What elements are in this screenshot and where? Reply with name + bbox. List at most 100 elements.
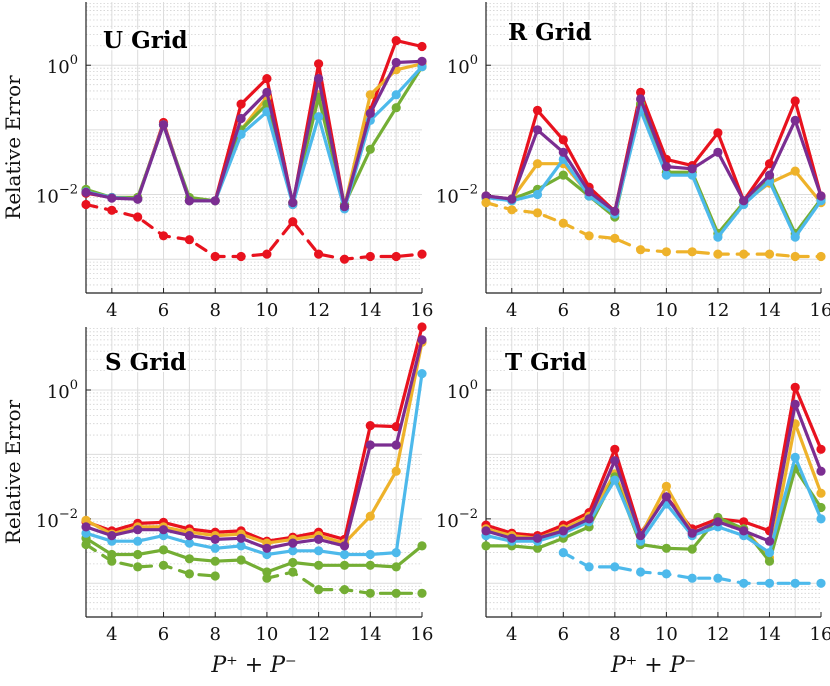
- data-point: [184, 554, 194, 564]
- x-tick-label: 16: [810, 624, 830, 645]
- x-tick-label: 6: [558, 300, 569, 321]
- data-point: [661, 492, 672, 502]
- data-point: [210, 571, 220, 581]
- data-point: [636, 567, 646, 577]
- y-tick-label: 100: [447, 53, 478, 78]
- data-point: [158, 545, 169, 555]
- data-point: [790, 96, 800, 106]
- data-point: [184, 235, 194, 245]
- data-point: [133, 525, 143, 535]
- data-point: [816, 444, 826, 454]
- data-point: [417, 249, 427, 259]
- data-point: [81, 528, 91, 538]
- x-tick-label: 16: [411, 624, 434, 645]
- series-line: [484, 97, 823, 213]
- data-point: [391, 422, 401, 432]
- x-axis-label: P⁺ + P⁻: [610, 653, 696, 678]
- series-purple: [81, 335, 427, 553]
- data-point: [107, 193, 117, 203]
- data-point: [339, 541, 350, 551]
- data-point: [81, 187, 91, 197]
- data-point: [713, 573, 723, 583]
- data-point: [391, 562, 401, 572]
- y-tick-label: 100: [47, 378, 78, 403]
- data-point: [481, 541, 491, 551]
- x-tick-label: 14: [359, 624, 382, 645]
- data-point: [532, 208, 543, 218]
- data-point: [532, 543, 543, 553]
- data-point: [314, 74, 324, 84]
- x-tick-label: 6: [558, 624, 569, 645]
- data-point: [687, 544, 697, 554]
- data-point: [365, 588, 375, 598]
- data-point: [391, 103, 401, 113]
- data-point: [339, 585, 350, 595]
- y-tick-label: 100: [447, 378, 478, 403]
- data-point: [584, 231, 594, 241]
- data-point: [158, 120, 169, 130]
- panel-title: U Grid: [103, 27, 188, 54]
- data-point: [558, 218, 568, 228]
- data-point: [610, 444, 620, 454]
- data-point: [558, 135, 568, 145]
- data-point: [790, 382, 800, 392]
- data-point: [365, 90, 375, 100]
- series-line: [484, 467, 823, 563]
- x-tick-label: 4: [506, 624, 517, 645]
- data-point: [687, 164, 697, 174]
- data-point: [636, 531, 646, 541]
- data-point: [288, 538, 298, 548]
- x-tick-label: 16: [810, 300, 830, 321]
- data-point: [816, 488, 826, 498]
- data-point: [262, 543, 272, 553]
- data-point: [661, 170, 672, 180]
- data-point: [288, 217, 298, 227]
- data-point: [184, 538, 194, 548]
- data-point: [365, 108, 375, 118]
- data-point: [262, 74, 272, 84]
- grid: [486, 2, 821, 294]
- data-point: [107, 556, 117, 566]
- data-point: [81, 515, 91, 525]
- data-point: [288, 557, 298, 568]
- data-point: [81, 522, 91, 532]
- data-point: [790, 399, 800, 409]
- data-point: [107, 205, 117, 215]
- x-tick-label: 4: [106, 624, 117, 645]
- data-point: [339, 549, 350, 560]
- data-point: [713, 128, 723, 138]
- x-axis-label: P⁺ + P⁻: [210, 653, 296, 678]
- data-point: [816, 251, 826, 262]
- series-green-dashed: [81, 539, 427, 598]
- data-point: [687, 573, 697, 583]
- data-point: [81, 539, 91, 550]
- data-point: [339, 254, 350, 264]
- data-point: [417, 56, 427, 66]
- panel-s-grid: 4 6 8 10 12 14 16 10−2 100 Relative Error P⁺ + P⁻ S…: [1, 322, 433, 678]
- data-point: [81, 199, 91, 210]
- x-tick-label: 10: [655, 624, 678, 645]
- data-point: [636, 245, 646, 255]
- series-green: [81, 533, 427, 577]
- data-point: [739, 196, 749, 206]
- data-point: [133, 194, 143, 204]
- data-point: [391, 57, 401, 68]
- data-point: [687, 247, 697, 257]
- data-point: [417, 335, 427, 345]
- y-tick-label: 10−2: [436, 183, 478, 208]
- data-point: [365, 251, 375, 262]
- data-point: [417, 588, 427, 598]
- y-tick-label: 10−2: [36, 183, 78, 208]
- panel-t-grid: 4 6 8 10 12 14 16 10−2 100 P⁺ + P⁻ T Grid: [436, 327, 830, 678]
- data-point: [687, 170, 697, 180]
- data-point: [507, 194, 517, 204]
- data-point: [790, 251, 800, 262]
- data-point: [314, 59, 324, 69]
- x-tick-label: 14: [758, 300, 781, 321]
- series-purple: [481, 399, 826, 546]
- data-point: [661, 543, 672, 553]
- x-tick-label: 14: [758, 624, 781, 645]
- data-point: [481, 198, 491, 208]
- data-point: [133, 562, 143, 572]
